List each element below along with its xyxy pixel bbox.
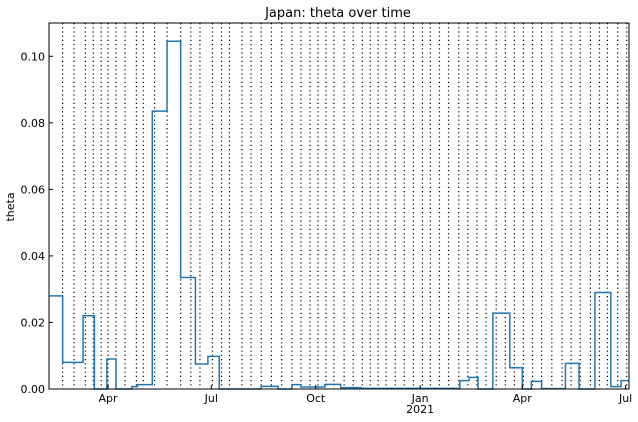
x-tick-label-2: Oct — [306, 392, 326, 405]
x-tick-label-3: Jan — [411, 392, 429, 405]
y-axis-ticks: 0.00 0.02 0.04 0.06 0.08 0.10 — [21, 50, 53, 396]
x-tick-label-0: Apr — [99, 392, 119, 405]
x-tick-label-1: Jul — [204, 392, 218, 405]
y-tick-label-5: 0.10 — [21, 50, 46, 63]
plot-frame — [48, 22, 630, 390]
y-axis-label: theta — [4, 192, 17, 221]
y-tick-label-1: 0.02 — [21, 316, 46, 329]
y-tick-label-2: 0.04 — [21, 250, 46, 263]
x-tick-label-5: Jul — [618, 392, 632, 405]
y-tick-label-3: 0.06 — [21, 183, 46, 196]
y-tick-label-4: 0.08 — [21, 117, 46, 130]
x-tick-sublabel-3: 2021 — [406, 403, 434, 416]
chart-title: Japan: theta over time — [264, 6, 411, 21]
x-tick-label-4: Apr — [513, 392, 533, 405]
y-tick-label-0: 0.00 — [21, 383, 46, 396]
